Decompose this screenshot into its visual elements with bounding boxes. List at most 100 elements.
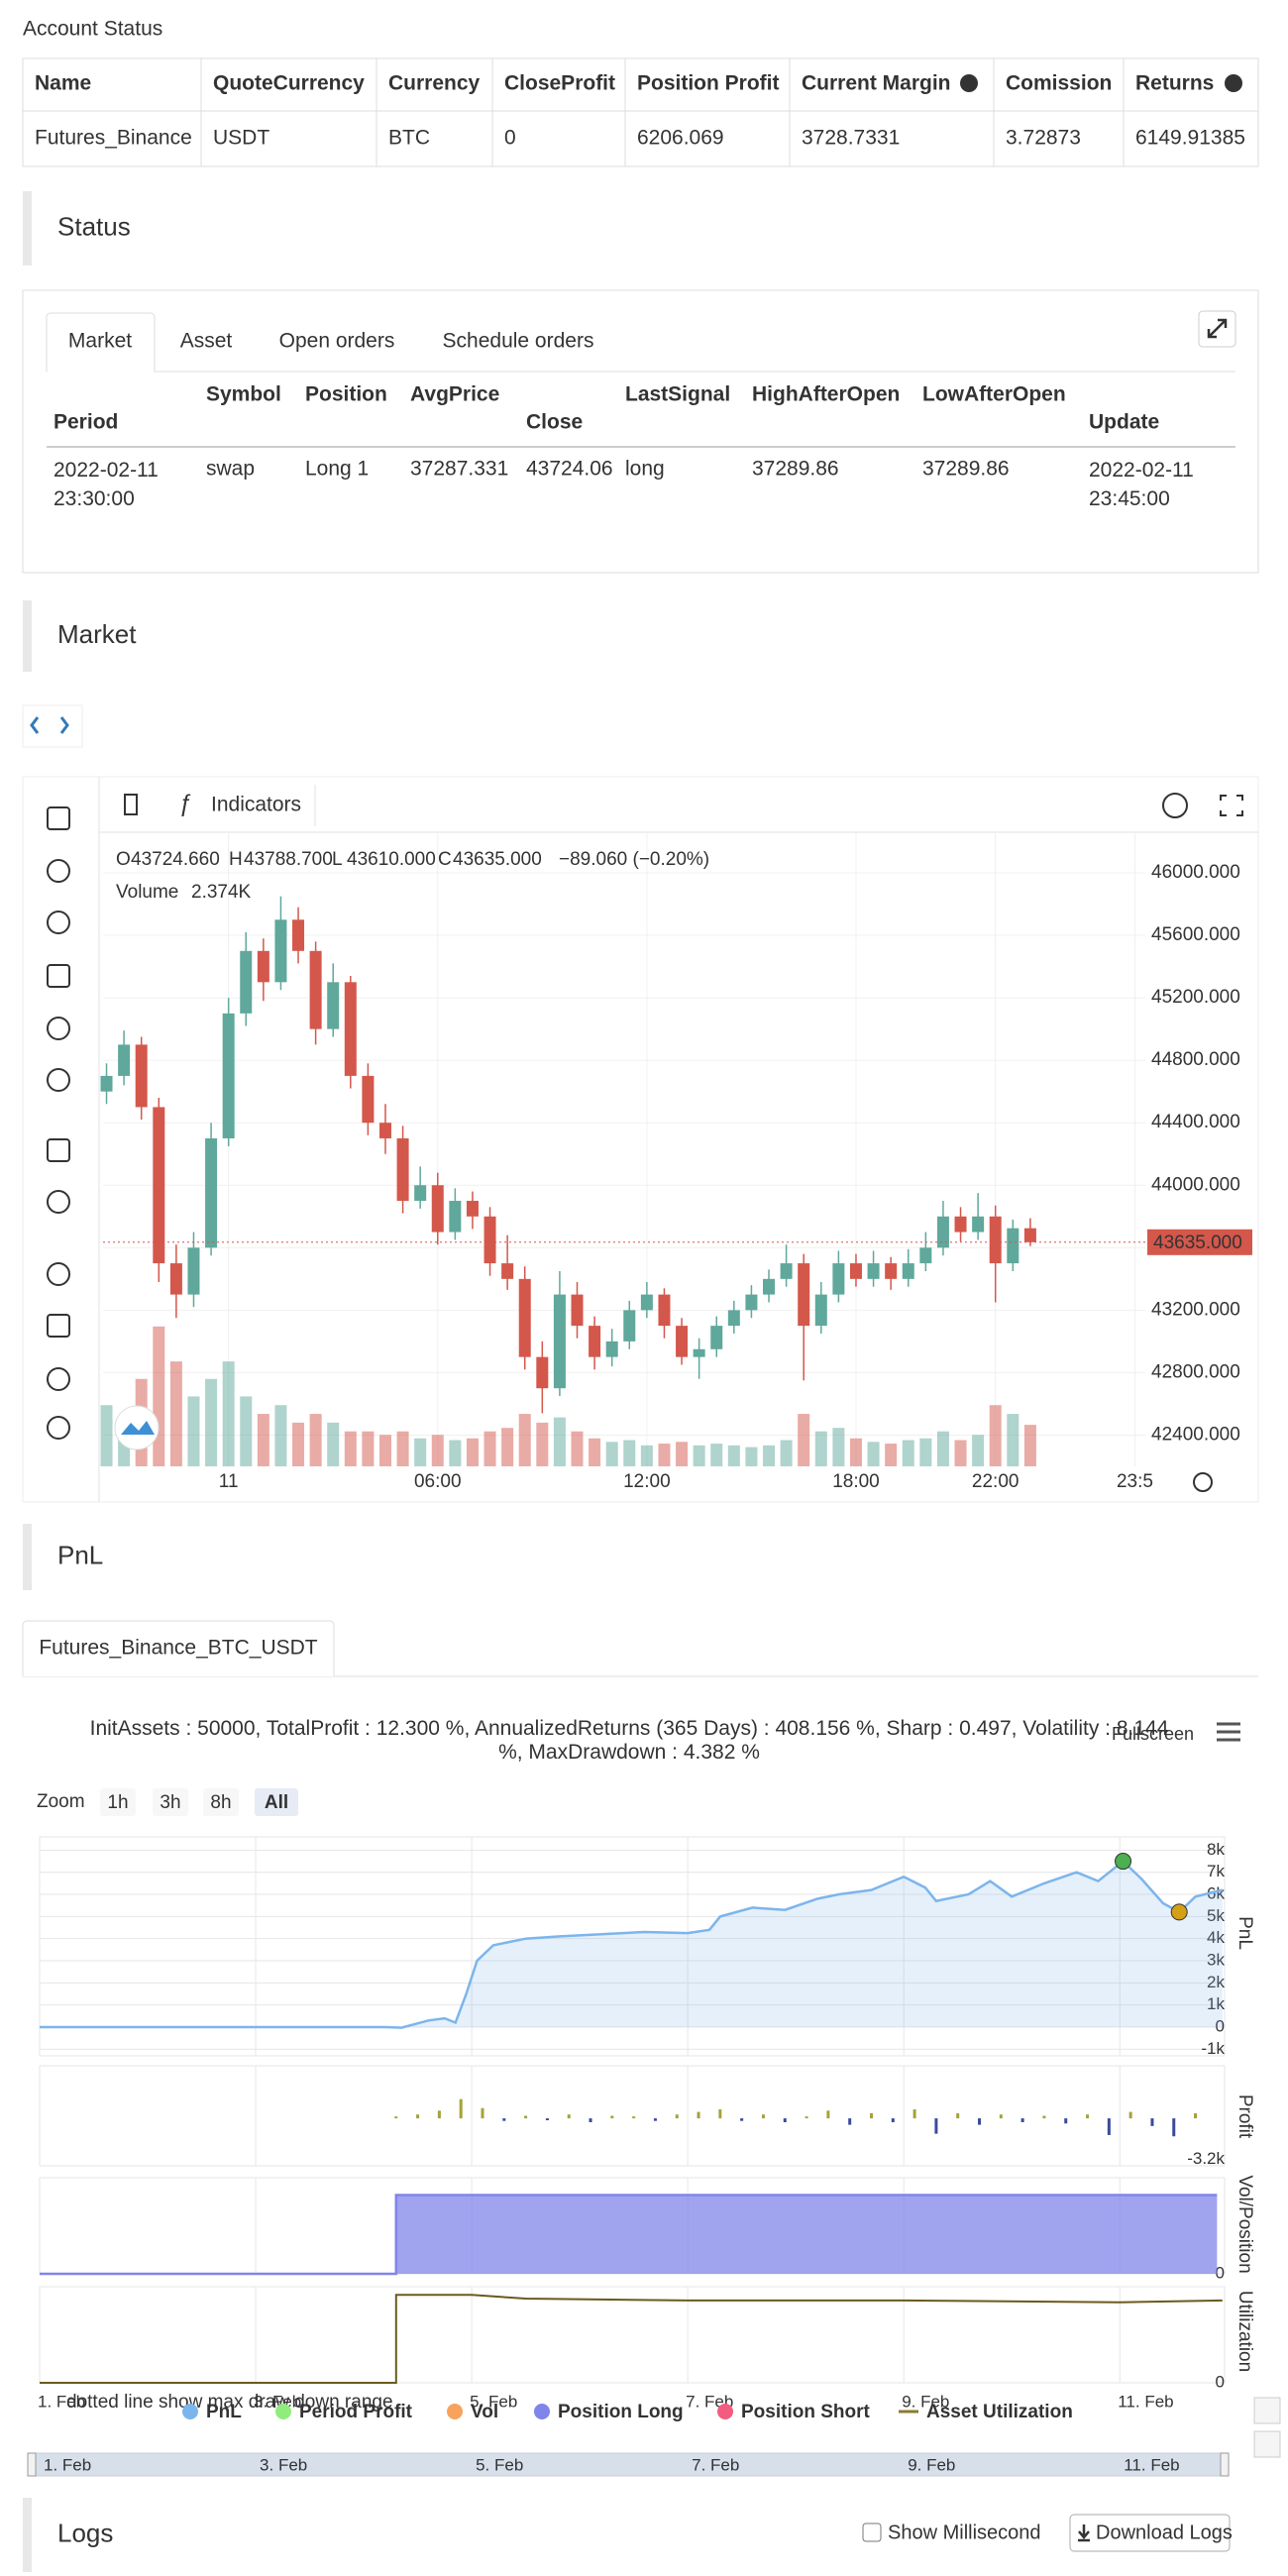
- volume-bar: [936, 1431, 949, 1466]
- volume-bar: [257, 1414, 269, 1466]
- settings-icon[interactable]: [1162, 793, 1188, 818]
- settings-bottom[interactable]: [1193, 1472, 1213, 1492]
- zoom-button[interactable]: [255, 1788, 298, 1816]
- profit-bar: [1194, 2112, 1198, 2119]
- tool-icon[interactable]: [47, 911, 70, 934]
- nav-right[interactable]: [59, 716, 69, 734]
- fullscreen-icon[interactable]: [1220, 795, 1243, 816]
- cell: Long 1: [305, 458, 369, 481]
- candle-body: [483, 1216, 496, 1264]
- tab[interactable]: Market: [68, 330, 132, 353]
- cell: long: [625, 458, 665, 481]
- candle-body: [501, 1263, 514, 1279]
- navigator-label: 11. Feb: [1124, 2455, 1179, 2474]
- indicators-button[interactable]: Indicators: [211, 794, 301, 816]
- download-button-label[interactable]: Download Logs: [1096, 2522, 1233, 2543]
- profit-bar: [610, 2115, 614, 2119]
- candle-body: [832, 1263, 845, 1295]
- legend-symbol: [182, 2404, 198, 2419]
- x-tick-label: 06:00: [414, 1471, 462, 1492]
- candle-body: [518, 1278, 531, 1357]
- legend-item[interactable]: Period Profit: [299, 2402, 413, 2422]
- legend-note: dotted line show max draw down range: [66, 2392, 393, 2413]
- zoom-button[interactable]: [100, 1788, 136, 1816]
- tool-icon[interactable]: [47, 964, 70, 988]
- profit-bar: [567, 2114, 571, 2119]
- nav-handle[interactable]: [1220, 2452, 1230, 2477]
- legend-item[interactable]: Vol: [471, 2402, 498, 2422]
- tab[interactable]: Schedule orders: [443, 330, 594, 353]
- tool-icon[interactable]: [47, 1416, 70, 1440]
- volume-bar: [378, 1435, 391, 1466]
- cell: 2022-02-11 23:30:00: [54, 459, 159, 510]
- profit-bar: [1150, 2118, 1154, 2126]
- zoom-button[interactable]: [153, 1788, 188, 1816]
- y-tick-label: 6k: [1207, 1884, 1225, 1903]
- candle-body: [885, 1263, 898, 1279]
- candle-body: [274, 919, 287, 983]
- tool-icon[interactable]: [47, 1262, 70, 1286]
- profit-bar: [675, 2114, 679, 2119]
- profit-bar: [869, 2112, 873, 2119]
- scroll-down[interactable]: [1253, 2430, 1281, 2458]
- tool-icon[interactable]: [47, 806, 70, 830]
- tool-icon[interactable]: [47, 1138, 70, 1162]
- y-tick-label: 42400.000: [1151, 1424, 1240, 1445]
- volume-bar: [658, 1444, 671, 1466]
- candle-type-icon[interactable]: [124, 794, 138, 815]
- ohlc-legend: −89.060 (−0.20%): [559, 849, 709, 870]
- zoom-button-label[interactable]: 3h: [160, 1792, 180, 1813]
- legend-item[interactable]: Position Long: [558, 2402, 684, 2422]
- nav-left[interactable]: [30, 716, 40, 734]
- candle-body: [553, 1294, 566, 1389]
- x-tick-label: 12:00: [623, 1471, 671, 1492]
- ohlc-legend: H: [229, 849, 243, 870]
- legend-item[interactable]: PnL: [206, 2402, 242, 2422]
- x-tick-label: 22:00: [972, 1471, 1020, 1492]
- candle-body: [571, 1294, 584, 1327]
- zoom-button-label[interactable]: 1h: [107, 1792, 128, 1813]
- download-button[interactable]: [1069, 2514, 1231, 2552]
- legend-item[interactable]: Position Short: [741, 2402, 871, 2422]
- scroll-up[interactable]: [1253, 2397, 1281, 2424]
- checkbox[interactable]: [862, 2522, 882, 2542]
- volume-bar: [954, 1440, 967, 1466]
- tool-icon[interactable]: [47, 1190, 70, 1214]
- candle-body: [814, 1294, 827, 1327]
- zoom-button[interactable]: [203, 1788, 239, 1816]
- tool-icon[interactable]: [47, 859, 70, 883]
- column-header: LowAfterOpen: [922, 383, 1066, 406]
- ohlc-legend: L: [332, 849, 343, 870]
- y-tick-label: 5k: [1207, 1906, 1225, 1925]
- zoom-button-label[interactable]: All: [265, 1792, 288, 1813]
- fullscreen-button[interactable]: Fullscreen: [1112, 1724, 1194, 1744]
- section-title: PnL: [57, 1540, 103, 1569]
- section-accent: [23, 2498, 32, 2572]
- volume-bar: [919, 1438, 932, 1466]
- nav-handle[interactable]: [27, 2452, 37, 2477]
- tab[interactable]: Open orders: [279, 330, 395, 353]
- pnl-tab: [22, 1620, 335, 1676]
- volume-bar: [605, 1442, 618, 1466]
- nav-box: [22, 704, 83, 748]
- tool-icon[interactable]: [47, 1367, 70, 1391]
- cell: 43724.06: [526, 458, 613, 481]
- section-accent: [23, 1524, 32, 1590]
- tool-icon[interactable]: [47, 1017, 70, 1040]
- candle-body: [431, 1185, 444, 1233]
- summary-box: InitAssets : 50000, TotalProfit : 12.300…: [90, 1717, 1169, 1764]
- zoom-button-label[interactable]: 8h: [210, 1792, 231, 1813]
- legend-item[interactable]: Asset Utilization: [926, 2402, 1073, 2422]
- volume-bar: [240, 1396, 253, 1466]
- checkbox-label[interactable]: Show Millisecond: [888, 2522, 1041, 2543]
- y-tick-label: 8k: [1207, 1840, 1225, 1859]
- profit-bar: [632, 2116, 636, 2119]
- tool-icon[interactable]: [47, 1068, 70, 1092]
- tool-icon[interactable]: [47, 1314, 70, 1338]
- candle-body: [954, 1216, 967, 1233]
- pnl-tab-label[interactable]: Futures_Binance_BTC_USDT: [39, 1637, 317, 1660]
- tab[interactable]: Asset: [180, 330, 233, 353]
- cell: 3728.7331: [802, 127, 900, 150]
- candle-body: [972, 1216, 985, 1233]
- panel-label: Profit: [1234, 2094, 1255, 2139]
